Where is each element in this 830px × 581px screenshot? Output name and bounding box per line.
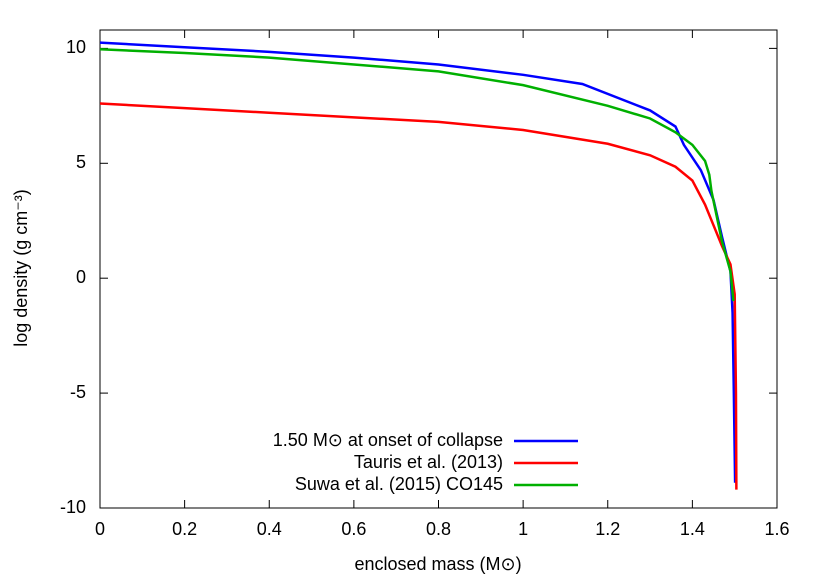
x-tick-label: 1 [518,519,528,539]
x-tick-label: 0.2 [172,519,197,539]
legend-label: Tauris et al. (2013) [354,452,503,472]
x-tick-label: 0.4 [257,519,282,539]
y-axis-label: log density (g cm⁻³) [11,189,31,347]
x-tick-label: 0 [95,519,105,539]
x-tick-label: 0.8 [426,519,451,539]
x-tick-label: 1.6 [764,519,789,539]
x-axis-label: enclosed mass (M⊙) [354,554,521,574]
y-tick-label: -5 [70,382,86,402]
x-tick-label: 1.4 [680,519,705,539]
legend-label: 1.50 M⊙ at onset of collapse [273,430,503,450]
data-line [99,48,735,302]
x-tick-label: 0.6 [341,519,366,539]
y-tick-label: -10 [60,497,86,517]
x-tick-label: 1.2 [595,519,620,539]
y-tick-label: 0 [76,267,86,287]
y-tick-label: 10 [66,37,86,57]
legend-label: Suwa et al. (2015) CO145 [295,474,503,494]
y-tick-label: 5 [76,152,86,172]
